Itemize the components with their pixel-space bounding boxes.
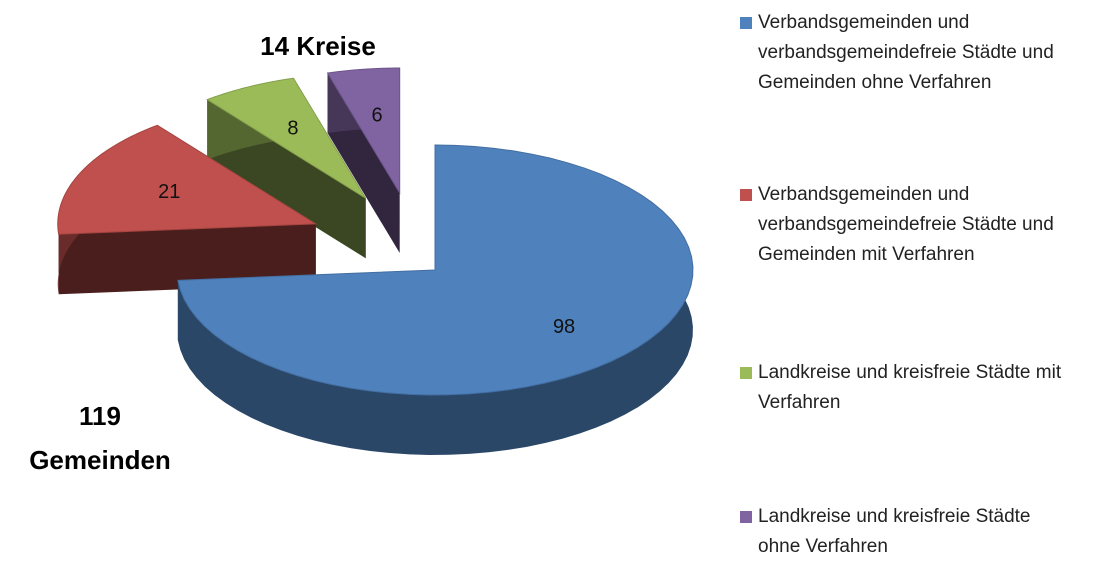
annotation: Gemeinden — [29, 445, 171, 475]
legend-swatch — [740, 189, 752, 201]
legend-item: Verbandsgemeinden und verbandsgemeindefr… — [740, 180, 1070, 270]
slice — [326, 67, 401, 195]
legend-label: Landkreise und kreisfreie Städte ohne Ve… — [758, 506, 1031, 557]
data-label: 21 — [158, 181, 180, 203]
slice — [206, 77, 367, 199]
legend-item: Verbandsgemeinden und verbandsgemeindefr… — [740, 8, 1070, 98]
legend-item: Landkreise und kreisfreie Städte mit Ver… — [740, 358, 1070, 418]
annotation: 119 — [79, 401, 121, 431]
slice — [57, 124, 318, 235]
data-label: 8 — [287, 118, 298, 140]
legend-label: Verbandsgemeinden und verbandsgemeindefr… — [758, 12, 1054, 93]
slice — [177, 144, 694, 396]
annotation: 14 Kreise — [260, 31, 376, 61]
legend-item: Landkreise und kreisfreie Städte ohne Ve… — [740, 502, 1070, 562]
legend-label: Verbandsgemeinden und verbandsgemeindefr… — [758, 184, 1054, 265]
legend-swatch — [740, 511, 752, 523]
legend-swatch — [740, 17, 752, 29]
data-label: 98 — [553, 316, 575, 338]
legend-label: Landkreise und kreisfreie Städte mit Ver… — [758, 362, 1062, 413]
data-label: 6 — [372, 105, 383, 127]
legend-swatch — [740, 367, 752, 379]
